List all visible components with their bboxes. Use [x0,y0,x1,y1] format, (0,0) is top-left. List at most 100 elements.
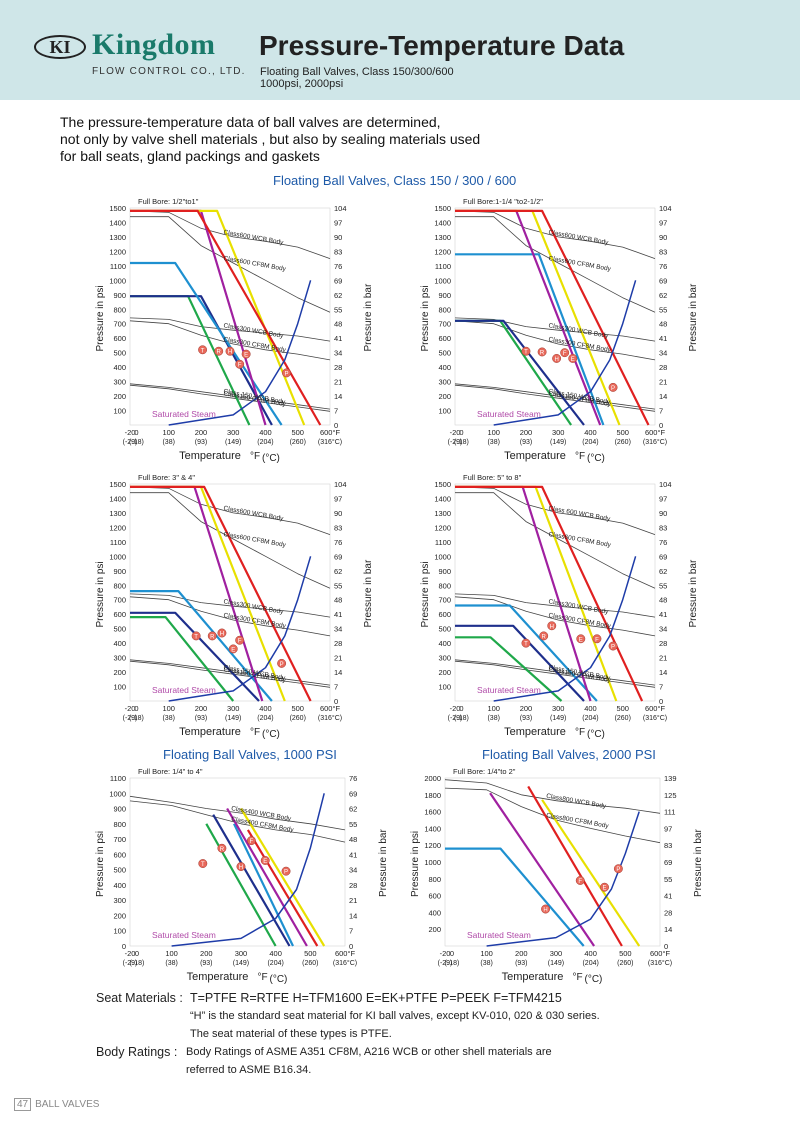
section-title-class: Floating Ball Valves, Class 150 / 300 / … [273,173,517,188]
seat-marker-label: P [616,867,620,873]
x-tick-label-c: (93) [195,715,207,722]
y-tick-label: 0 [122,942,126,951]
y2-tick-label: 28 [334,363,342,372]
y2-tick-label: 62 [334,291,342,300]
y2-tick-label: 104 [334,480,347,489]
y-tick-label: 500 [113,866,126,875]
y-tick-label: 100 [113,407,126,416]
seat-line-f [455,209,650,426]
saturated-steam-label: Saturated Steam [467,930,531,940]
body-rating-line [455,216,656,313]
y2-tick-label: 104 [334,204,347,213]
page-number: 47 [14,1098,32,1111]
y2-axis-title: Pressure in bar [363,559,374,627]
saturated-steam-label: Saturated Steam [477,409,541,419]
chart-svg: Full Bore: 1/4"to 2"20001800160014001200… [410,767,704,985]
y-tick-label: 500 [113,625,126,634]
body-rating-label: Class600 WCB Body [548,229,610,247]
seat-marker-f [575,876,585,885]
y2-tick-label: 28 [334,639,342,648]
y-axis-title: Pressure in psi [95,831,106,897]
seat-marker-label: E [263,859,267,865]
seat-marker-t [198,859,208,868]
seat-marker-h [217,628,227,638]
subtitle-line-1: Floating Ball Valves, Class 150/300/600 [260,66,454,78]
x-tick-label-c: (-29) [448,439,463,446]
seat-marker-r [539,631,549,641]
seat-marker-label: F [595,637,599,643]
y2-tick-label: 41 [659,334,667,343]
x-tick-label-c: (38) [480,960,492,967]
y2-tick-label: 28 [664,908,672,917]
y-tick-label: 1400 [424,824,441,833]
y-tick-label: 1200 [109,523,126,532]
y-tick-label: 500 [438,625,451,634]
chart-svg: Full Bore: 3" & 4"1500140013001200110010… [95,473,374,740]
x-axis-unit-f: °F [575,451,585,462]
body-rating-label: Class800 WCB Body [546,793,608,811]
section-title-2000psi: Floating Ball Valves, 2000 PSI [482,747,656,762]
y2-tick-label: 21 [659,654,667,663]
x-axis-unit-c: (°C) [270,974,288,985]
seat-line-p [541,799,641,947]
y-tick-label: 800 [113,305,126,314]
y2-tick-label: 0 [334,697,338,706]
x-tick-label-c: (149) [225,715,241,722]
y2-tick-label: 34 [659,349,667,358]
seat-marker-p [282,368,291,378]
seat-line-f [130,209,322,426]
body-rating-label: Class600 WCB Body [223,229,285,247]
y2-tick-label: 83 [659,523,667,532]
intro-line-2: not only by valve shell materials , but … [60,131,481,147]
seat-line-h [130,589,273,702]
y2-tick-label: 34 [334,625,342,634]
body-rating-label: Class600 CF8M Body [223,531,287,549]
seat-marker-t [521,346,531,356]
seat-line-f [246,829,319,947]
logo-name: Kingdom [92,28,216,61]
seat-marker-p [613,864,623,874]
x-tick-label: 400 [584,949,597,958]
x-tick-label-c: (93) [520,439,532,446]
y2-tick-label: 69 [664,858,672,867]
body-rating-line [454,486,656,535]
y-tick-label: 1000 [434,552,451,561]
x-tick-label: 100 [480,949,493,958]
x-axis-title: Temperature [187,971,249,983]
chart-class-5-to-8: Full Bore: 5" to 8" 1500 1400 1300 1200 1100 1… [415,468,700,743]
y-tick-label: 200 [113,668,126,677]
y2-tick-label: 7 [334,683,338,692]
y-tick-label: 1100 [110,538,126,547]
y2-tick-label: 97 [659,494,667,503]
y-tick-label: 300 [438,378,451,387]
y2-tick-label: 90 [659,233,667,242]
y2-tick-label: 90 [659,509,667,518]
body-ratings-text-2: referred to ASME B16.34. [186,1064,312,1076]
body-rating-line [454,593,656,618]
seat-marker-h [225,346,235,356]
y2-tick-label: 28 [659,639,667,648]
body-rating-line [129,317,331,342]
seat-marker-e [568,354,578,363]
y-tick-label: 200 [438,392,451,401]
saturated-steam-curve [493,280,637,426]
y-tick-label: 1000 [434,276,451,285]
plot-frame [444,777,661,947]
saturated-steam-label: Saturated Steam [152,409,216,419]
body-rating-line [130,492,331,589]
x-tick-label-c: (204) [582,439,598,446]
body-rating-line [454,384,656,412]
x-axis-unit-f: °F [573,972,583,983]
seat-marker-r [214,346,224,356]
x-tick-label-c: (204) [257,439,273,446]
seat-line-t [205,823,277,947]
x-tick-label: 400 [584,704,597,713]
x-tick-label-c: (-18) [445,960,460,967]
x-tick-label-c: (38) [165,960,177,967]
y-tick-label: 400 [438,363,451,372]
body-rating-line [454,210,656,259]
seat-marker-label: R [542,634,547,640]
x-tick-label: 500 [304,949,317,958]
plot-frame [129,777,346,947]
y2-tick-label: 14 [334,392,342,401]
